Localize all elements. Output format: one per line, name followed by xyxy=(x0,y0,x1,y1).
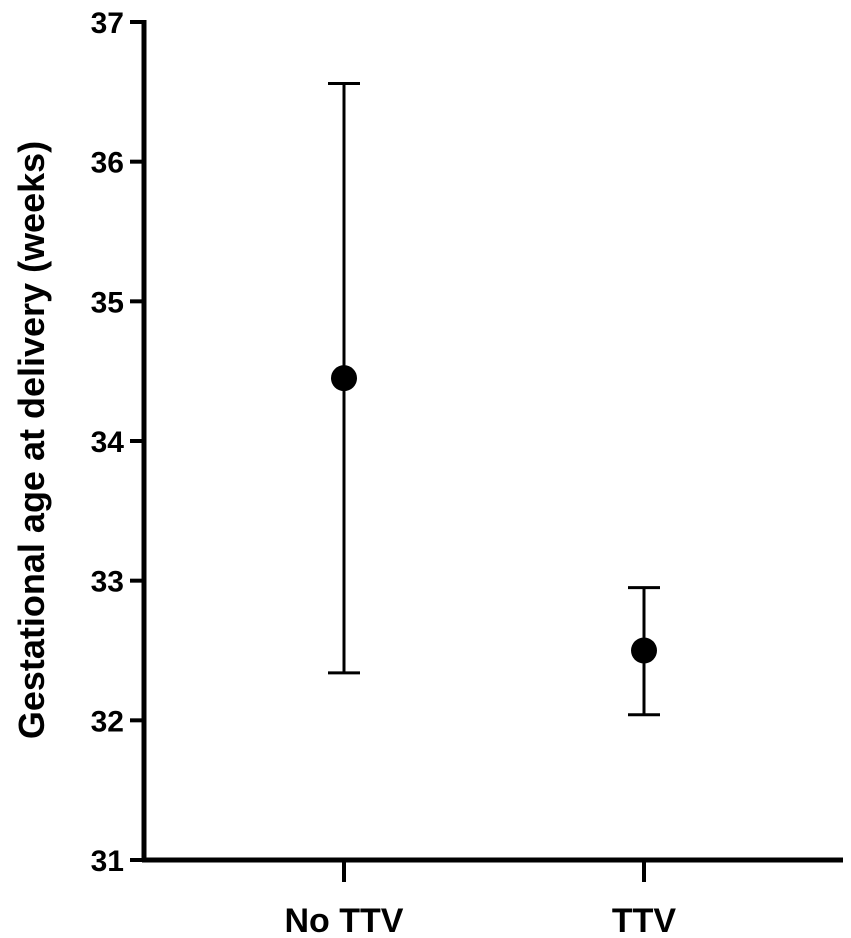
data-marks xyxy=(328,81,660,717)
y-tick-label: 31 xyxy=(91,845,124,878)
x-tick-label: No TTV xyxy=(285,902,404,938)
x-tick-label: TTV xyxy=(612,902,677,938)
y-tick-label: 36 xyxy=(91,147,124,180)
y-axis-title: Gestational age at delivery (weeks) xyxy=(11,141,52,739)
y-tick-label: 35 xyxy=(91,286,124,319)
data-point xyxy=(331,365,357,392)
y-tick-label: 32 xyxy=(91,705,124,738)
y-axis-ticks: 31 32 33 34 35 36 37 xyxy=(91,7,144,878)
y-tick-label: 37 xyxy=(91,7,124,40)
data-point xyxy=(631,637,657,664)
x-axis: No TTV TTV xyxy=(142,857,843,938)
y-axis: 31 32 33 34 35 36 37 xyxy=(91,7,147,878)
y-tick-label: 33 xyxy=(91,566,124,599)
y-tick-label: 34 xyxy=(91,426,125,459)
x-axis-ticks: No TTV TTV xyxy=(285,860,677,938)
